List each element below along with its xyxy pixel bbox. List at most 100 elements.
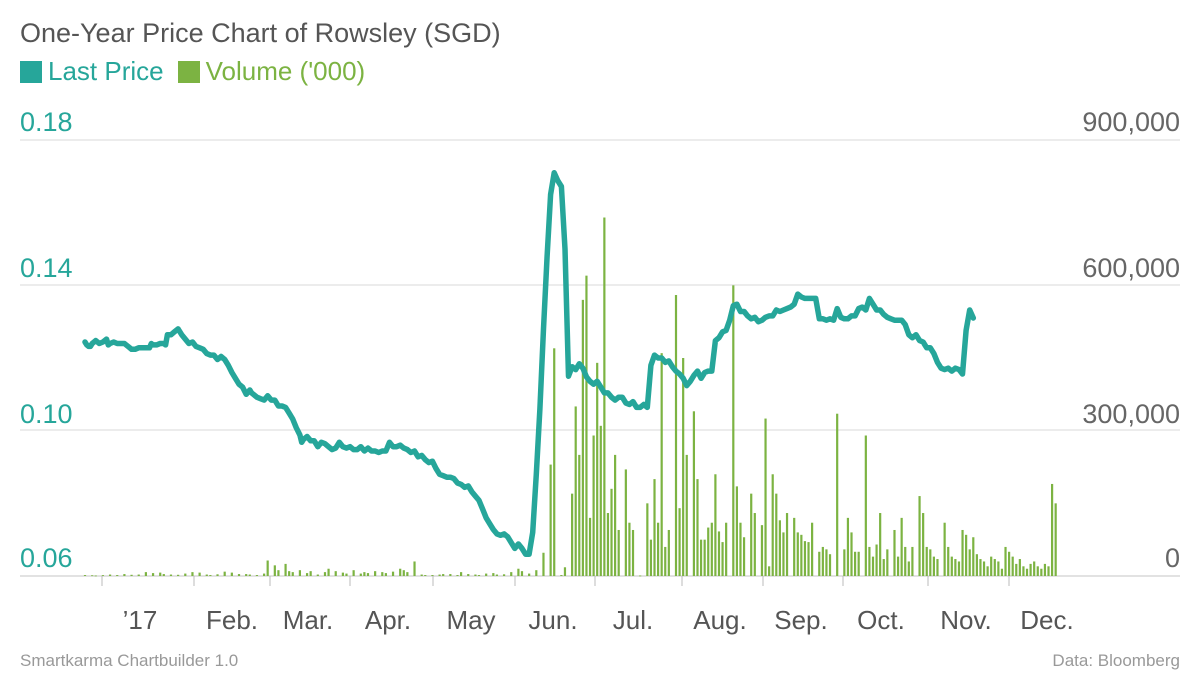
- volume-bar: [477, 575, 481, 576]
- volume-bar: [660, 353, 663, 576]
- volume-bar: [137, 574, 140, 576]
- volume-bar: [406, 572, 409, 576]
- volume-bar: [191, 572, 194, 576]
- volume-bar: [266, 560, 269, 576]
- volume-bar: [717, 531, 721, 576]
- volume-bar: [1040, 568, 1043, 576]
- volume-bar: [771, 474, 774, 576]
- volume-bar: [732, 285, 735, 576]
- volume-bar: [159, 572, 162, 576]
- volume-bar: [725, 522, 728, 576]
- volume-bar: [184, 573, 187, 576]
- volume-bar: [1025, 568, 1029, 576]
- volume-bar: [646, 503, 649, 576]
- volume-bar: [245, 574, 248, 576]
- volume-bar: [990, 556, 993, 576]
- volume-bar: [316, 574, 319, 576]
- volume-bar: [811, 522, 814, 576]
- volume-bar: [800, 534, 803, 576]
- volume-bar: [678, 508, 681, 576]
- volume-bar: [853, 551, 857, 576]
- volume-bar: [628, 522, 631, 576]
- volume-bar: [764, 418, 767, 576]
- y-right-tick-label: 900,000: [1082, 107, 1180, 137]
- volume-bar: [639, 575, 642, 577]
- volume-bar: [359, 573, 362, 576]
- volume-bar: [707, 527, 710, 576]
- volume-bar: [836, 413, 839, 576]
- volume-bar: [495, 574, 499, 576]
- volume-bar: [1000, 568, 1004, 576]
- volume-bar: [449, 574, 452, 576]
- volume-bar: [230, 572, 233, 576]
- volume-bar: [742, 537, 746, 576]
- volume-bar: [739, 522, 742, 576]
- volume-bar: [553, 348, 556, 576]
- y-left-tick-label: 0.06: [20, 543, 73, 573]
- volume-bar: [151, 573, 155, 576]
- volume-bar: [1050, 483, 1054, 576]
- volume-bar: [864, 435, 867, 576]
- volume-bar: [248, 574, 251, 576]
- volume-bar: [961, 529, 964, 576]
- volume-bar: [535, 570, 538, 576]
- footer-source: Data: Bloomberg: [1052, 651, 1180, 670]
- volume-bar: [517, 568, 520, 576]
- legend-label-price: Last Price: [48, 56, 164, 86]
- volume-bar: [882, 559, 885, 576]
- volume-bar: [664, 546, 667, 576]
- volume-bar: [950, 556, 953, 576]
- volume-bar: [366, 573, 370, 576]
- volume-bar: [785, 513, 789, 576]
- volume-bar: [879, 513, 882, 576]
- legend-item-last-price: Last Price: [20, 56, 164, 87]
- volume-bar: [886, 549, 889, 576]
- volume-bar: [907, 561, 910, 576]
- volume-bar: [273, 565, 276, 576]
- volume-bar: [682, 358, 685, 576]
- volume-bar: [571, 493, 574, 576]
- volume-bar: [710, 522, 713, 576]
- volume-bar: [925, 546, 928, 576]
- volume-bar: [699, 539, 703, 576]
- volume-bar: [424, 575, 427, 576]
- volume-bar: [1022, 566, 1025, 576]
- volume-bar: [596, 362, 599, 576]
- y-left-tick-label: 0.18: [20, 107, 73, 137]
- volume-bar: [828, 554, 832, 576]
- volume-bar: [807, 542, 810, 576]
- volume-bar: [374, 571, 377, 576]
- volume-bar: [714, 474, 717, 576]
- volume-bar: [624, 469, 627, 576]
- volume-bar: [750, 493, 753, 576]
- volume-bar: [334, 571, 337, 576]
- volume-bar: [1054, 503, 1057, 576]
- volume-bar: [965, 534, 968, 576]
- volume-bar: [520, 571, 524, 576]
- volume-bar: [216, 574, 219, 576]
- volume-bar: [803, 541, 807, 576]
- volume-bar: [904, 546, 907, 576]
- volume-bar: [796, 532, 799, 576]
- volume-bar: [649, 539, 653, 576]
- volume-bar: [982, 561, 986, 576]
- volume-bar: [979, 559, 982, 576]
- volume-bar: [467, 574, 470, 576]
- y-right-tick-label: 0: [1165, 543, 1180, 573]
- volume-bar: [560, 575, 563, 576]
- volume-bar: [144, 572, 147, 576]
- volume-bar: [130, 574, 133, 576]
- volume-bar: [402, 570, 405, 576]
- volume-bar: [768, 566, 771, 576]
- volume-bar: [298, 570, 302, 576]
- volume-bar: [581, 299, 584, 576]
- volume-bar: [363, 572, 366, 576]
- volume-bar: [721, 542, 724, 576]
- volume-bar: [237, 574, 241, 576]
- volume-bar: [352, 570, 355, 576]
- y-left-tick-label: 0.10: [20, 399, 73, 429]
- legend-label-volume: Volume ('000): [205, 56, 366, 86]
- footer-credit: Smartkarma Chartbuilder 1.0: [20, 651, 239, 670]
- volume-bar: [993, 559, 996, 576]
- volume-bar: [223, 571, 226, 576]
